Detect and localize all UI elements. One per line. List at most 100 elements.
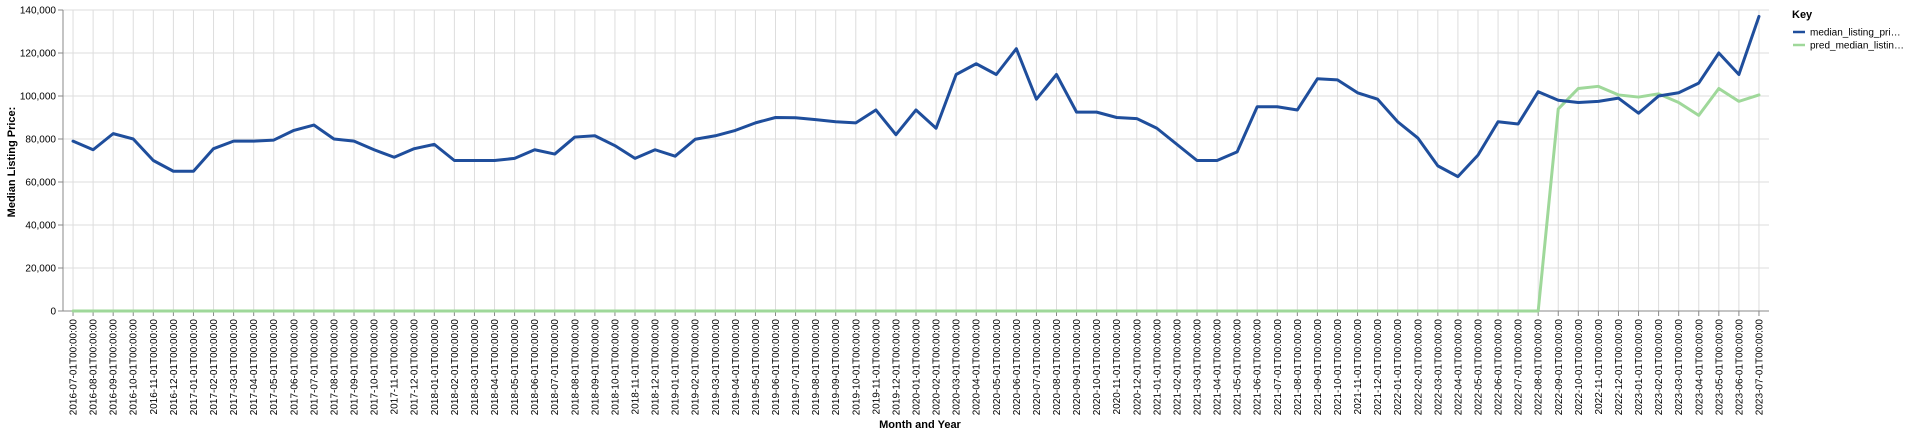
y-axis: 0 20,000 40,000 60,000 80,000 100,000 120,000 1… bbox=[20, 6, 64, 318]
x-tick-label: 2022-05-01T00:00:00 bbox=[1473, 319, 1484, 416]
series-lines bbox=[71, 14, 1761, 313]
x-tick-label: 2023-02-01T00:00:00 bbox=[1654, 319, 1665, 416]
y-tick-label: 60,000 bbox=[25, 178, 56, 189]
x-tick-label: 2022-09-01T00:00:00 bbox=[1554, 319, 1565, 416]
series-line-0 bbox=[71, 14, 1761, 179]
legend: Key median_listing_pri… pred_median_listi… bbox=[1792, 9, 1904, 52]
x-tick-label: 2021-01-01T00:00:00 bbox=[1152, 319, 1163, 416]
series-line-1 bbox=[71, 84, 1761, 313]
x-tick-label: 2018-07-01T00:00:00 bbox=[550, 319, 561, 416]
x-tick-label: 2018-06-01T00:00:00 bbox=[530, 319, 541, 416]
x-tick-label: 2022-10-01T00:00:00 bbox=[1574, 319, 1585, 416]
x-tick-label: 2020-10-01T00:00:00 bbox=[1092, 319, 1103, 416]
x-tick-label: 2020-01-01T00:00:00 bbox=[912, 319, 923, 416]
x-tick-label: 2016-12-01T00:00:00 bbox=[169, 319, 180, 416]
x-tick-label: 2021-04-01T00:00:00 bbox=[1213, 319, 1224, 416]
x-tick-label: 2021-10-01T00:00:00 bbox=[1333, 319, 1344, 416]
y-tick-label: 40,000 bbox=[25, 221, 56, 232]
x-tick-label: 2019-07-01T00:00:00 bbox=[791, 319, 802, 416]
legend-label-1: pred_median_listin… bbox=[1810, 41, 1904, 52]
x-tick-label: 2019-08-01T00:00:00 bbox=[811, 319, 822, 416]
x-tick-label: 2017-11-01T00:00:00 bbox=[390, 319, 401, 415]
x-tick-label: 2019-01-01T00:00:00 bbox=[671, 319, 682, 416]
x-tick-label: 2022-03-01T00:00:00 bbox=[1433, 319, 1444, 416]
x-tick-label: 2022-06-01T00:00:00 bbox=[1494, 319, 1505, 416]
x-tick-label: 2021-02-01T00:00:00 bbox=[1172, 319, 1183, 416]
x-tick-label: 2017-01-01T00:00:00 bbox=[189, 319, 200, 416]
x-tick-label: 2020-12-01T00:00:00 bbox=[1132, 319, 1143, 416]
x-tick-label: 2019-06-01T00:00:00 bbox=[771, 319, 782, 416]
x-tick-label: 2019-09-01T00:00:00 bbox=[831, 319, 842, 416]
x-tick-label: 2016-07-01T00:00:00 bbox=[69, 319, 80, 416]
x-tick-label: 2023-04-01T00:00:00 bbox=[1694, 319, 1705, 416]
x-tick-label: 2016-08-01T00:00:00 bbox=[89, 319, 100, 416]
x-tick-label: 2017-04-01T00:00:00 bbox=[249, 319, 260, 416]
x-tick-label: 2017-08-01T00:00:00 bbox=[329, 319, 340, 416]
x-tick-label: 2018-09-01T00:00:00 bbox=[590, 319, 601, 416]
x-tick-label: 2018-01-01T00:00:00 bbox=[430, 319, 441, 416]
x-tick-label: 2017-06-01T00:00:00 bbox=[289, 319, 300, 416]
x-tick-label: 2023-03-01T00:00:00 bbox=[1674, 319, 1685, 416]
x-tick-label: 2021-12-01T00:00:00 bbox=[1373, 319, 1384, 416]
x-tick-label: 2020-11-01T00:00:00 bbox=[1112, 319, 1123, 415]
x-tick-label: 2019-10-01T00:00:00 bbox=[851, 319, 862, 416]
x-tick-label: 2018-03-01T00:00:00 bbox=[470, 319, 481, 416]
x-tick-label: 2017-03-01T00:00:00 bbox=[229, 319, 240, 416]
x-tick-label: 2018-08-01T00:00:00 bbox=[570, 319, 581, 416]
x-tick-label: 2019-11-01T00:00:00 bbox=[871, 319, 882, 415]
legend-items: median_listing_pri… pred_median_listin… bbox=[1793, 28, 1904, 52]
x-tick-label: 2022-11-01T00:00:00 bbox=[1594, 319, 1605, 415]
y-tick-label: 120,000 bbox=[20, 49, 57, 60]
x-tick-label: 2016-11-01T00:00:00 bbox=[149, 319, 160, 415]
x-tick-label: 2021-06-01T00:00:00 bbox=[1253, 319, 1264, 416]
x-tick-label: 2019-05-01T00:00:00 bbox=[751, 319, 762, 416]
x-tick-label: 2023-01-01T00:00:00 bbox=[1634, 319, 1645, 416]
x-tick-label: 2019-03-01T00:00:00 bbox=[711, 319, 722, 416]
x-tick-label: 2022-08-01T00:00:00 bbox=[1534, 319, 1545, 416]
x-tick-label: 2023-07-01T00:00:00 bbox=[1754, 319, 1765, 416]
x-tick-label: 2017-10-01T00:00:00 bbox=[370, 319, 381, 416]
y-tick-label: 140,000 bbox=[20, 6, 57, 17]
x-axis-title: Month and Year bbox=[879, 419, 961, 431]
y-tick-label: 0 bbox=[50, 307, 56, 318]
x-tick-label: 2018-11-01T00:00:00 bbox=[631, 319, 642, 415]
x-tick-label: 2021-09-01T00:00:00 bbox=[1313, 319, 1324, 416]
x-tick-label: 2019-04-01T00:00:00 bbox=[731, 319, 742, 416]
x-tick-label: 2020-06-01T00:00:00 bbox=[1012, 319, 1023, 416]
x-tick-label: 2022-07-01T00:00:00 bbox=[1514, 319, 1525, 416]
x-tick-label: 2020-05-01T00:00:00 bbox=[992, 319, 1003, 416]
y-tick-label: 80,000 bbox=[25, 135, 56, 146]
legend-title: Key bbox=[1792, 9, 1813, 21]
x-tick-label: 2020-03-01T00:00:00 bbox=[952, 319, 963, 416]
x-tick-label: 2017-02-01T00:00:00 bbox=[209, 319, 220, 416]
x-tick-label: 2023-06-01T00:00:00 bbox=[1734, 319, 1745, 416]
x-tick-label: 2020-04-01T00:00:00 bbox=[972, 319, 983, 416]
x-tick-label: 2018-10-01T00:00:00 bbox=[610, 319, 621, 416]
x-tick-label: 2022-01-01T00:00:00 bbox=[1393, 319, 1404, 416]
x-tick-label: 2017-07-01T00:00:00 bbox=[309, 319, 320, 416]
x-tick-label: 2021-08-01T00:00:00 bbox=[1293, 319, 1304, 416]
y-axis-title: Median Listing Price: bbox=[6, 107, 18, 218]
x-tick-label: 2019-12-01T00:00:00 bbox=[891, 319, 902, 416]
x-tick-label: 2016-09-01T00:00:00 bbox=[109, 319, 120, 416]
x-tick-label: 2018-05-01T00:00:00 bbox=[510, 319, 521, 416]
x-tick-label: 2021-05-01T00:00:00 bbox=[1233, 319, 1244, 416]
x-tick-label: 2019-02-01T00:00:00 bbox=[691, 319, 702, 416]
y-tick-label: 100,000 bbox=[20, 92, 57, 103]
y-tick-label: 20,000 bbox=[25, 264, 56, 275]
x-tick-label: 2021-03-01T00:00:00 bbox=[1192, 319, 1203, 416]
grid-lines bbox=[63, 9, 1769, 312]
x-tick-label: 2016-10-01T00:00:00 bbox=[129, 319, 140, 416]
x-tick-label: 2021-11-01T00:00:00 bbox=[1353, 319, 1364, 415]
x-tick-label: 2023-05-01T00:00:00 bbox=[1714, 319, 1725, 416]
x-tick-label: 2020-07-01T00:00:00 bbox=[1032, 319, 1043, 416]
x-tick-label: 2018-02-01T00:00:00 bbox=[450, 319, 461, 416]
x-tick-label: 2017-05-01T00:00:00 bbox=[269, 319, 280, 416]
x-tick-label: 2020-09-01T00:00:00 bbox=[1072, 319, 1083, 416]
x-tick-label: 2018-04-01T00:00:00 bbox=[490, 319, 501, 416]
x-axis: 2016-07-01T00:00:00 2016-08-01T00:00:00 20… bbox=[63, 310, 1769, 416]
legend-label-0: median_listing_pri… bbox=[1810, 28, 1901, 39]
x-tick-label: 2022-04-01T00:00:00 bbox=[1453, 319, 1464, 416]
x-tick-label: 2022-02-01T00:00:00 bbox=[1413, 319, 1424, 416]
